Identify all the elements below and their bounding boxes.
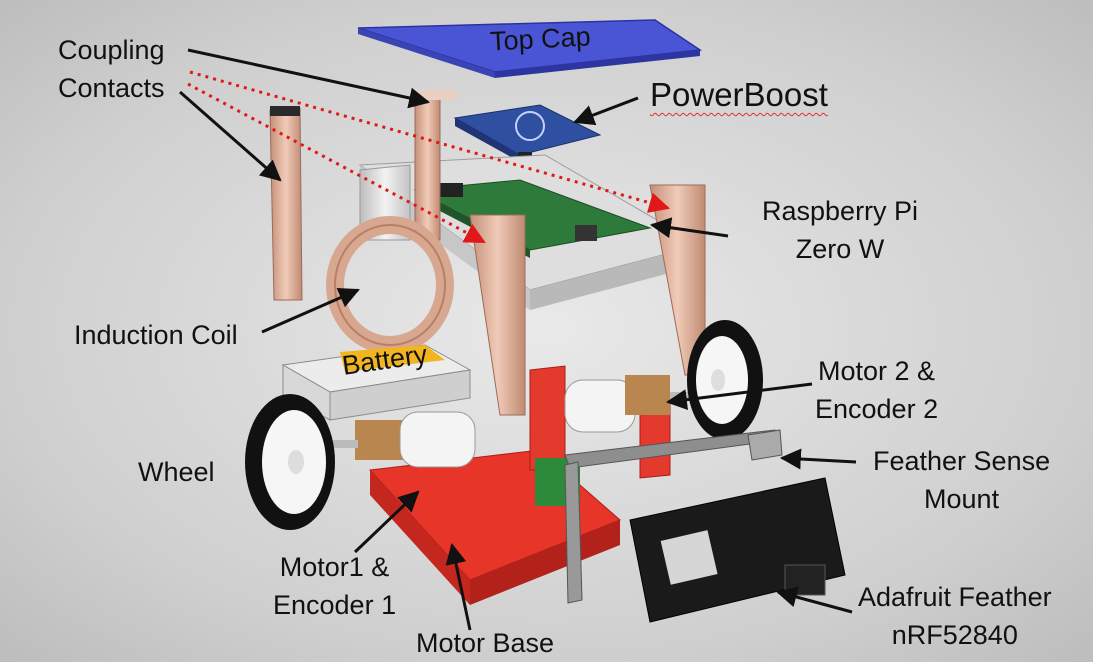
left-wheel-part <box>245 394 335 530</box>
adafruit-feather-label: Adafruit Feather nRF52840 <box>858 582 1052 651</box>
motor1-label: Motor1 & Encoder 1 <box>273 552 397 621</box>
motor-base-part <box>368 365 671 605</box>
leader-motor1 <box>353 490 420 554</box>
leader-coupling-2 <box>179 90 282 182</box>
feather-sense-mount-part <box>564 429 783 604</box>
top-cap-label: Top Cap <box>489 21 592 57</box>
coupling-contacts-label: Coupling Contacts <box>58 35 165 104</box>
leader-induction-coil <box>261 287 360 334</box>
motor1-part <box>330 411 476 468</box>
leader-powerboost <box>573 96 639 126</box>
leader-motor-base <box>445 542 472 631</box>
raspberry-pi-label: Raspberry Pi Zero W <box>762 196 919 265</box>
leader-adafruit-feather <box>775 586 853 614</box>
battery-part <box>281 344 472 421</box>
right-wheel-part <box>687 320 763 440</box>
wheel-label: Wheel <box>138 457 215 487</box>
motor2-label: Motor 2 & Encoder 2 <box>815 356 939 425</box>
top-cap-part <box>357 19 703 78</box>
leader-motor2 <box>665 382 813 411</box>
leader-coupling-1 <box>187 48 431 109</box>
induction-coil-label: Induction Coil <box>74 320 238 350</box>
leader-raspberry-pi <box>649 217 729 239</box>
coupling-dotted-lines <box>187 70 671 244</box>
powerboost-part <box>453 104 602 166</box>
feather-sense-mount-label: Feather Sense Mount <box>873 446 1051 515</box>
induction-coil-part <box>326 216 454 354</box>
powerboost-label: PowerBoost <box>650 76 828 113</box>
leader-lines <box>179 48 857 631</box>
motor-base-label: Motor Base <box>416 628 555 658</box>
leader-feather-mount <box>779 448 857 470</box>
motor2-part <box>564 375 700 433</box>
